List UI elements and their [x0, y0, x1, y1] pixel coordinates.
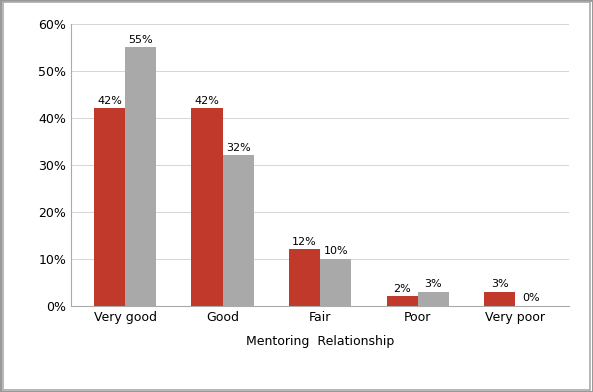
Text: 42%: 42%: [97, 96, 122, 106]
Text: 42%: 42%: [195, 96, 219, 106]
Text: 12%: 12%: [292, 237, 317, 247]
Bar: [192, 108, 222, 306]
Text: 55%: 55%: [128, 34, 153, 45]
Bar: [484, 292, 515, 306]
Text: 10%: 10%: [324, 246, 348, 256]
Bar: [418, 292, 449, 306]
Text: 32%: 32%: [226, 143, 251, 153]
Text: 0%: 0%: [522, 293, 540, 303]
Text: 3%: 3%: [491, 279, 509, 289]
Bar: [222, 155, 254, 306]
Bar: [94, 108, 125, 306]
Bar: [387, 296, 418, 306]
Bar: [125, 47, 157, 306]
Text: 3%: 3%: [425, 279, 442, 289]
Bar: [320, 259, 352, 306]
Bar: [289, 249, 320, 306]
X-axis label: Mentoring  Relationship: Mentoring Relationship: [246, 335, 394, 348]
Text: 2%: 2%: [393, 284, 411, 294]
